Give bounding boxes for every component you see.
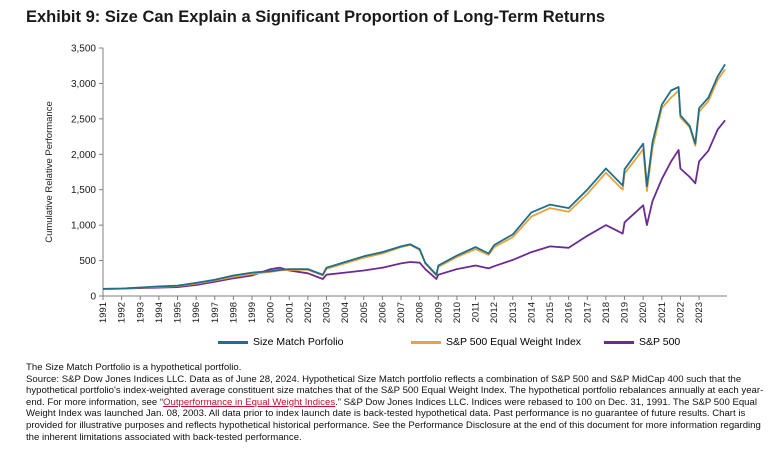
x-tick-label: 2004 — [340, 302, 351, 323]
x-tick-label: 2009 — [433, 302, 444, 323]
note-hypothetical: The Size Match Portfolio is a hypothetic… — [26, 362, 242, 373]
x-tick-label: 1996 — [191, 302, 202, 323]
x-tick-label: 2012 — [489, 302, 500, 323]
x-tick-label: 1992 — [117, 302, 128, 323]
x-tick-label: 2005 — [359, 302, 370, 323]
note-source: Source: S&P Dow Jones Indices LLC. Data … — [26, 374, 766, 444]
x-tick-label: 2007 — [396, 302, 407, 323]
note-source-text: Source: S&P Dow Jones Indices LLC. Data … — [26, 373, 764, 408]
x-tick-label: 2020 — [638, 302, 649, 323]
legend-label: S&P 500 — [639, 336, 681, 348]
x-tick-label: 2021 — [657, 302, 668, 323]
x-tick-label: 2000 — [266, 302, 277, 323]
y-tick-label: 0 — [90, 292, 96, 303]
legend-swatch — [604, 340, 634, 344]
series-line-1 — [102, 68, 726, 290]
y-tick-label: 1,000 — [71, 221, 96, 232]
x-tick-label: 1995 — [173, 302, 184, 323]
chart-legend: Size Match Porfolio S&P 500 Equal Weight … — [0, 336, 773, 352]
chart-notes: The Size Match Portfolio is a hypothetic… — [26, 362, 766, 443]
y-tick-label: 1,500 — [71, 185, 96, 196]
x-tick-label: 1999 — [247, 302, 258, 323]
x-axis: 1991 1992 1993 1994 1995 1996 1997 1998 1999 2000… — [98, 295, 727, 323]
note-source-text-end: .” S&P Dow Jones Indices LLC. Indices we… — [26, 396, 761, 443]
x-tick-label: 2001 — [284, 302, 295, 323]
x-tick-label: 2002 — [303, 302, 314, 323]
y-tick-label: 500 — [79, 256, 96, 267]
x-tick-label: 2018 — [601, 302, 612, 323]
x-tick-label: 2008 — [415, 302, 426, 323]
y-tick-label: 3,500 — [71, 44, 96, 55]
legend-item: Size Match Porfolio — [218, 336, 343, 348]
legend-swatch — [218, 340, 248, 344]
x-tick-label: 1993 — [135, 302, 146, 323]
exhibit-title: Exhibit 9: Size Can Explain a Significan… — [26, 8, 606, 26]
x-tick-label: 2019 — [620, 302, 631, 323]
x-tick-label: 2010 — [452, 302, 463, 323]
x-tick-label: 2016 — [564, 302, 575, 323]
x-tick-label: 1994 — [154, 302, 165, 323]
legend-label: S&P 500 Equal Weight Index — [446, 336, 582, 348]
x-tick-label: 2022 — [675, 302, 686, 323]
legend-label: Size Match Porfolio — [253, 336, 344, 348]
y-axis: 0 500 1,000 1,500 2,000 2,500 3,000 3,500 — [71, 44, 104, 303]
series-line-2 — [102, 119, 726, 290]
x-tick-label: 1997 — [210, 302, 221, 323]
y-tick-label: 2,000 — [71, 150, 96, 161]
x-tick-label: 2013 — [508, 302, 519, 323]
x-tick-label: 2006 — [377, 302, 388, 323]
outperformance-link[interactable]: Outperformance in Equal Weight Indices — [163, 396, 336, 408]
x-tick-label: 2014 — [526, 302, 537, 323]
legend-swatch — [411, 340, 441, 344]
series-line-0 — [102, 63, 726, 290]
x-tick-label: 2015 — [545, 302, 556, 323]
x-tick-label: 1991 — [98, 302, 109, 323]
x-tick-label: 2003 — [322, 302, 333, 323]
y-tick-label: 3,000 — [71, 79, 96, 90]
series-lines — [102, 63, 726, 290]
x-tick-label: 2023 — [694, 302, 705, 323]
x-tick-label: 1998 — [228, 302, 239, 323]
x-tick-label: 2017 — [582, 302, 593, 323]
y-tick-label: 2,500 — [71, 114, 96, 125]
legend-item: S&P 500 — [604, 336, 680, 348]
legend-item: S&P 500 Equal Weight Index — [411, 336, 581, 348]
x-tick-label: 2011 — [471, 302, 482, 322]
y-axis-label: Cumulative Relative Performance — [44, 101, 55, 243]
